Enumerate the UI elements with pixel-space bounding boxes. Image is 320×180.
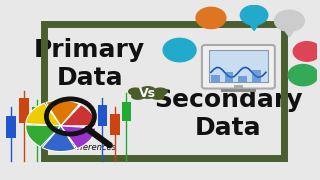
Bar: [238, 76, 247, 82]
Ellipse shape: [132, 94, 144, 99]
Bar: [221, 89, 256, 92]
FancyBboxPatch shape: [209, 50, 268, 82]
Bar: [122, 102, 131, 121]
Circle shape: [196, 7, 226, 29]
Ellipse shape: [129, 88, 142, 95]
Circle shape: [275, 10, 304, 31]
Bar: [19, 98, 29, 123]
Wedge shape: [46, 100, 79, 126]
Ellipse shape: [154, 88, 167, 95]
Bar: [110, 114, 120, 135]
FancyBboxPatch shape: [202, 45, 275, 89]
Bar: [98, 105, 107, 126]
Bar: [252, 70, 261, 82]
Ellipse shape: [152, 94, 164, 99]
Ellipse shape: [137, 89, 158, 98]
Wedge shape: [26, 125, 61, 147]
Polygon shape: [285, 31, 293, 37]
Wedge shape: [61, 126, 96, 148]
Text: Key Differences: Key Differences: [50, 143, 116, 152]
Circle shape: [288, 65, 318, 86]
Text: Primary
Data: Primary Data: [34, 38, 145, 90]
Circle shape: [240, 5, 268, 25]
Circle shape: [163, 38, 196, 62]
Bar: [225, 72, 233, 82]
Wedge shape: [42, 126, 76, 152]
Ellipse shape: [141, 87, 155, 92]
Polygon shape: [250, 25, 258, 31]
Text: Vs: Vs: [140, 87, 156, 100]
Wedge shape: [26, 103, 61, 126]
Bar: [211, 75, 220, 82]
Wedge shape: [61, 105, 96, 126]
Text: Secondary
Data: Secondary Data: [154, 88, 303, 140]
Bar: [32, 107, 42, 130]
Circle shape: [293, 42, 320, 61]
Bar: [6, 116, 16, 138]
Bar: [234, 85, 243, 91]
